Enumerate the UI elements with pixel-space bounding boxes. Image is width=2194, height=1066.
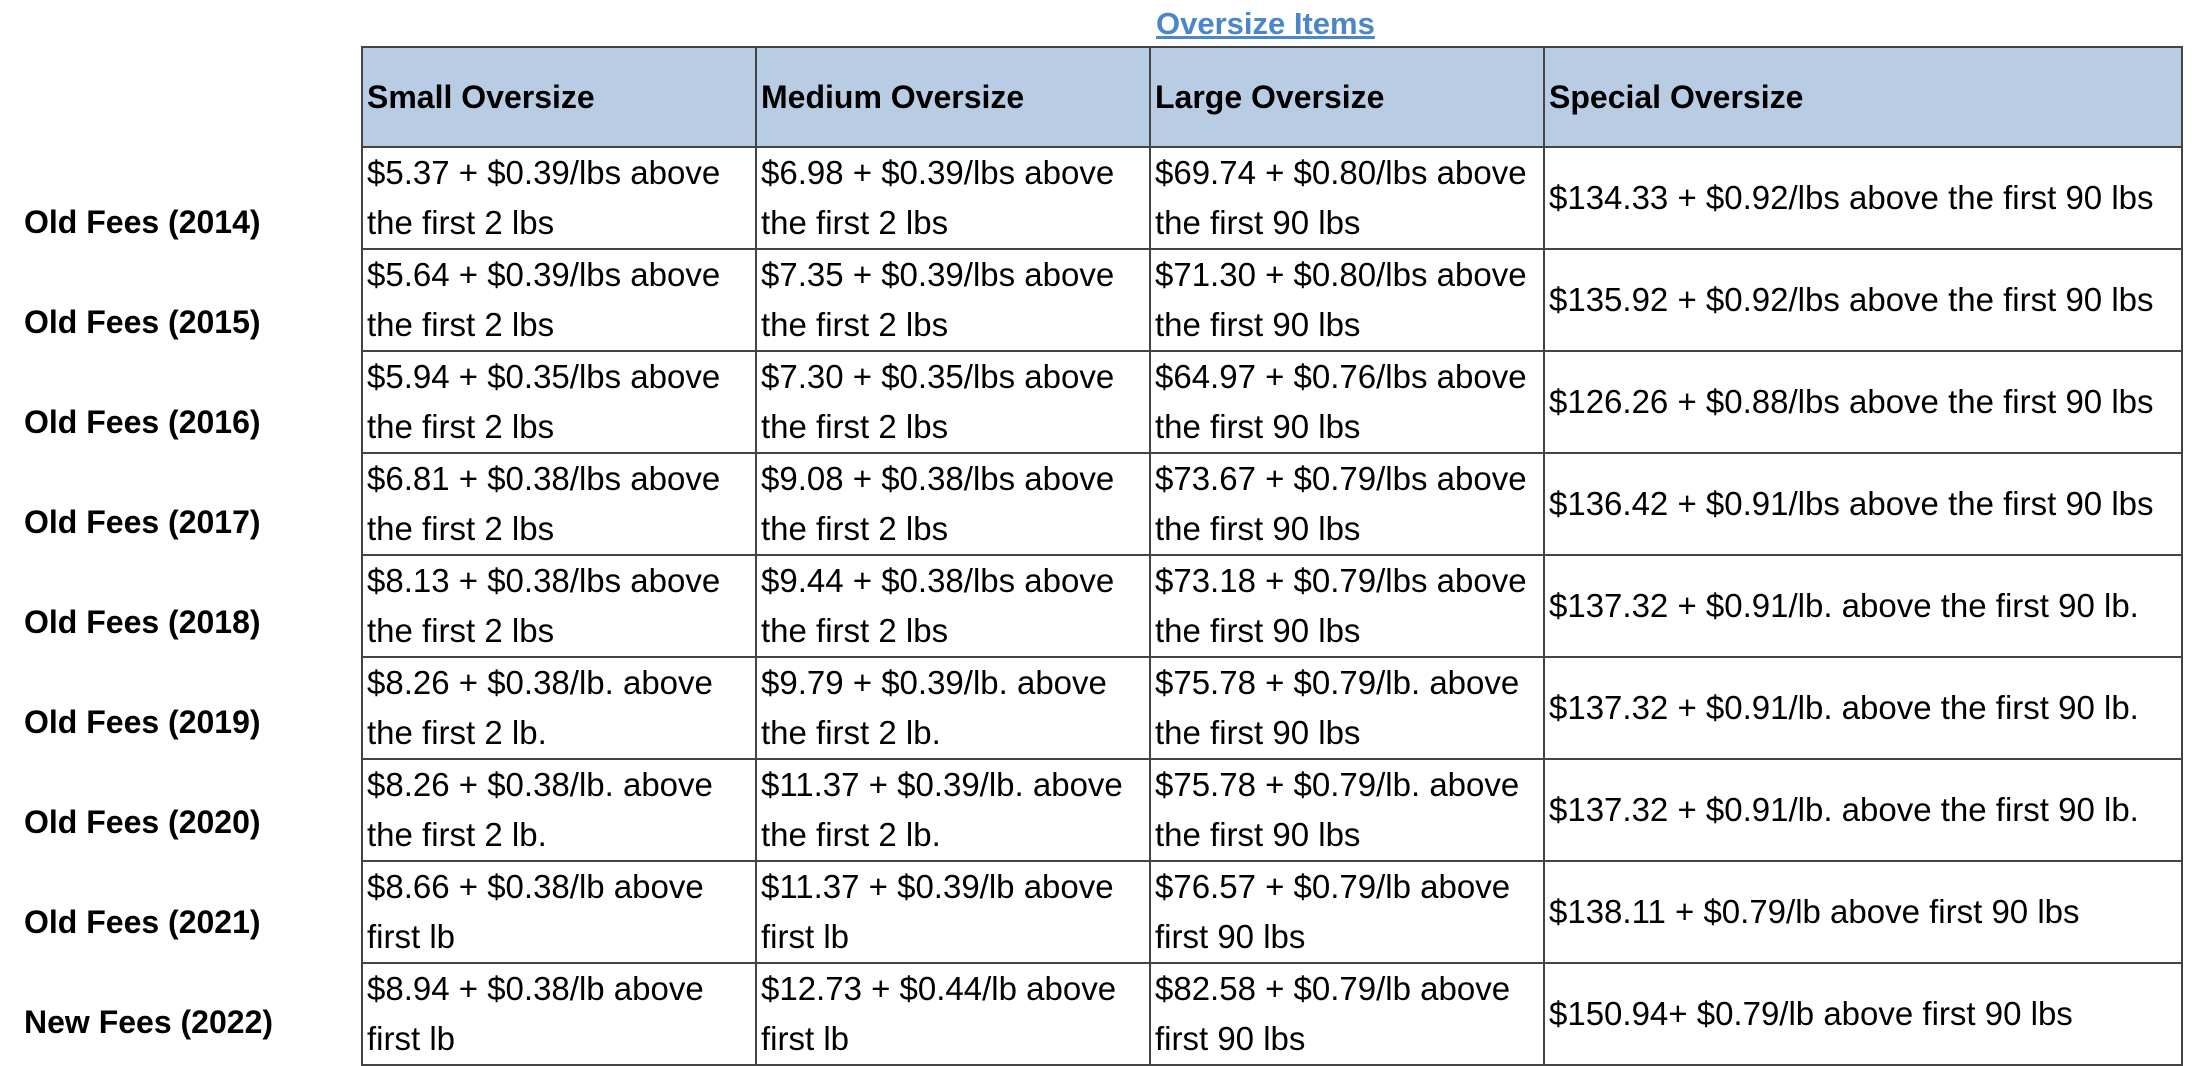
cell-medium: $7.35 + $0.39/lbs above the first 2 lbs xyxy=(755,248,1151,352)
row-label-2015: Old Fees (2015) xyxy=(24,304,261,340)
cell-small: $8.66 + $0.38/lb above first lb xyxy=(361,860,757,964)
cell-small: $8.26 + $0.38/lb. above the first 2 lb. xyxy=(361,656,757,760)
cell-small: $6.81 + $0.38/lbs above the first 2 lbs xyxy=(361,452,757,556)
header-small-oversize: Small Oversize xyxy=(361,46,757,148)
cell-large: $73.67 + $0.79/lbs above the first 90 lb… xyxy=(1149,452,1545,556)
header-medium-oversize: Medium Oversize xyxy=(755,46,1151,148)
row-label-2014: Old Fees (2014) xyxy=(24,204,261,240)
cell-large: $64.97 + $0.76/lbs above the first 90 lb… xyxy=(1149,350,1545,454)
table-row: $5.94 + $0.35/lbs above the first 2 lbs … xyxy=(361,350,2183,454)
row-label-2022: New Fees (2022) xyxy=(24,1004,274,1040)
cell-small: $5.94 + $0.35/lbs above the first 2 lbs xyxy=(361,350,757,454)
cell-medium: $9.44 + $0.38/lbs above the first 2 lbs xyxy=(755,554,1151,658)
cell-large: $71.30 + $0.80/lbs above the first 90 lb… xyxy=(1149,248,1545,352)
cell-large: $75.78 + $0.79/lb. above the first 90 lb… xyxy=(1149,758,1545,862)
cell-medium: $7.30 + $0.35/lbs above the first 2 lbs xyxy=(755,350,1151,454)
row-label-2021: Old Fees (2021) xyxy=(24,904,261,940)
cell-small: $5.64 + $0.39/lbs above the first 2 lbs xyxy=(361,248,757,352)
header-special-oversize: Special Oversize xyxy=(1543,46,2183,148)
cell-special: $134.33 + $0.92/lbs above the first 90 l… xyxy=(1543,146,2183,250)
row-label-2018: Old Fees (2018) xyxy=(24,604,261,640)
cell-medium: $9.08 + $0.38/lbs above the first 2 lbs xyxy=(755,452,1151,556)
row-label-2020: Old Fees (2020) xyxy=(24,804,261,840)
table-row: $5.64 + $0.39/lbs above the first 2 lbs … xyxy=(361,248,2183,352)
cell-special: $137.32 + $0.91/lb. above the first 90 l… xyxy=(1543,554,2183,658)
oversize-fees-table: Small Oversize Medium Oversize Large Ove… xyxy=(361,46,2183,1066)
page-title: Oversize Items xyxy=(1156,6,1375,41)
table-row: $5.37 + $0.39/lbs above the first 2 lbs … xyxy=(361,146,2183,250)
cell-special: $137.32 + $0.91/lb. above the first 90 l… xyxy=(1543,656,2183,760)
cell-large: $69.74 + $0.80/lbs above the first 90 lb… xyxy=(1149,146,1545,250)
cell-large: $75.78 + $0.79/lb. above the first 90 lb… xyxy=(1149,656,1545,760)
cell-small: $8.94 + $0.38/lb above first lb xyxy=(361,962,757,1066)
table-row: $8.26 + $0.38/lb. above the first 2 lb. … xyxy=(361,656,2183,760)
table-row: $8.26 + $0.38/lb. above the first 2 lb. … xyxy=(361,758,2183,862)
cell-small: $5.37 + $0.39/lbs above the first 2 lbs xyxy=(361,146,757,250)
row-label-2019: Old Fees (2019) xyxy=(24,704,261,740)
cell-large: $76.57 + $0.79/lb above first 90 lbs xyxy=(1149,860,1545,964)
cell-medium: $11.37 + $0.39/lb above first lb xyxy=(755,860,1151,964)
cell-large: $73.18 + $0.79/lbs above the first 90 lb… xyxy=(1149,554,1545,658)
row-label-2016: Old Fees (2016) xyxy=(24,404,261,440)
cell-special: $137.32 + $0.91/lb. above the first 90 l… xyxy=(1543,758,2183,862)
cell-medium: $6.98 + $0.39/lbs above the first 2 lbs xyxy=(755,146,1151,250)
cell-special: $138.11 + $0.79/lb above first 90 lbs xyxy=(1543,860,2183,964)
header-large-oversize: Large Oversize xyxy=(1149,46,1545,148)
cell-small: $8.26 + $0.38/lb. above the first 2 lb. xyxy=(361,758,757,862)
cell-special: $150.94+ $0.79/lb above first 90 lbs xyxy=(1543,962,2183,1066)
table-row: $8.94 + $0.38/lb above first lb $12.73 +… xyxy=(361,962,2183,1066)
cell-special: $135.92 + $0.92/lbs above the first 90 l… xyxy=(1543,248,2183,352)
table-row: $8.66 + $0.38/lb above first lb $11.37 +… xyxy=(361,860,2183,964)
row-label-2017: Old Fees (2017) xyxy=(24,504,261,540)
table-header-row: Small Oversize Medium Oversize Large Ove… xyxy=(361,46,2183,148)
cell-medium: $9.79 + $0.39/lb. above the first 2 lb. xyxy=(755,656,1151,760)
cell-small: $8.13 + $0.38/lbs above the first 2 lbs xyxy=(361,554,757,658)
cell-medium: $11.37 + $0.39/lb. above the first 2 lb. xyxy=(755,758,1151,862)
table-row: $6.81 + $0.38/lbs above the first 2 lbs … xyxy=(361,452,2183,556)
cell-special: $126.26 + $0.88/lbs above the first 90 l… xyxy=(1543,350,2183,454)
cell-large: $82.58 + $0.79/lb above first 90 lbs xyxy=(1149,962,1545,1066)
cell-medium: $12.73 + $0.44/lb above first lb xyxy=(755,962,1151,1066)
table-row: $8.13 + $0.38/lbs above the first 2 lbs … xyxy=(361,554,2183,658)
cell-special: $136.42 + $0.91/lbs above the first 90 l… xyxy=(1543,452,2183,556)
